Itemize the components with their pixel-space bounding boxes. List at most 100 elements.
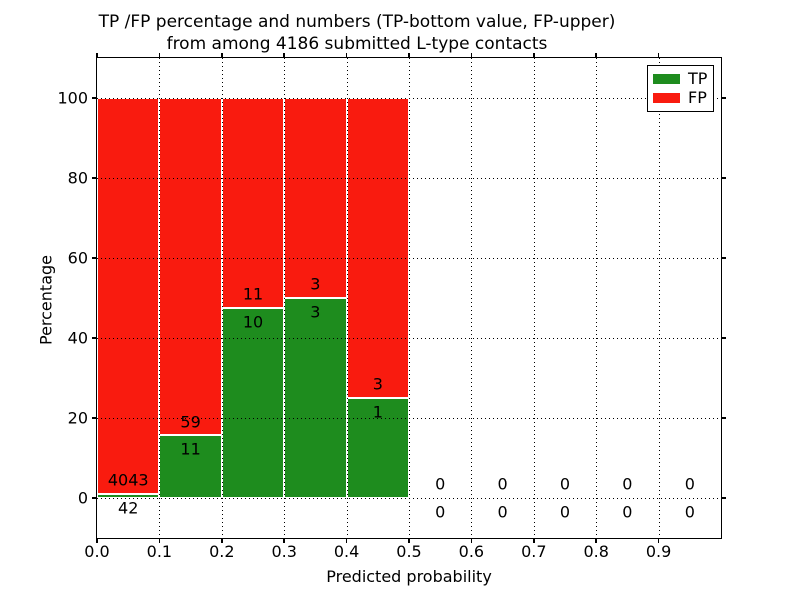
y-tick-label: 80 (67, 168, 88, 188)
y-tick (92, 337, 97, 339)
x-tick-top (657, 53, 660, 58)
gridline-vertical (346, 58, 348, 538)
y-tick-right (721, 337, 726, 339)
x-tick (595, 538, 597, 543)
fp-count-label: 3 (372, 374, 383, 394)
x-tick (657, 538, 660, 543)
x-tick-label: 0.4 (333, 542, 360, 561)
tp-count-label: 0 (684, 502, 695, 522)
gridline-vertical (658, 58, 660, 538)
chart-title: TP /FP percentage and numbers (TP-bottom… (57, 11, 657, 55)
fp-count-label: 4043 (107, 470, 149, 490)
y-tick (92, 497, 97, 499)
gridline-vertical (596, 58, 598, 538)
fp-count-label: 59 (180, 412, 201, 432)
y-tick (92, 97, 97, 99)
fp-bar (159, 98, 222, 436)
x-tick (96, 538, 98, 543)
x-tick (221, 538, 223, 543)
x-tick (158, 538, 161, 543)
fp-count-label: 11 (242, 284, 264, 304)
fp-count-label: 0 (622, 474, 633, 494)
tp-bar (346, 398, 409, 498)
y-tick-label: 100 (57, 88, 88, 108)
x-axis-label: Predicted probability (326, 567, 492, 586)
fp-count-label: 0 (497, 474, 508, 494)
x-tick-label: 0.0 (84, 542, 110, 561)
fp-bar (221, 98, 285, 308)
fp-count-label: 0 (435, 474, 446, 494)
fp-count-label: 0 (684, 474, 695, 494)
fp-bar (346, 98, 409, 398)
x-tick-label: 0.1 (146, 542, 173, 561)
y-tick-label: 0 (77, 488, 88, 508)
x-tick-top (345, 53, 348, 58)
tp-count-label: 10 (242, 312, 264, 332)
y-tick (92, 257, 97, 259)
x-tick-label: 0.2 (209, 542, 235, 561)
x-tick (345, 538, 348, 543)
tp-bar (97, 493, 160, 498)
x-tick (533, 538, 535, 543)
tp-count-label: 11 (180, 439, 201, 459)
fp-legend-swatch (653, 93, 680, 103)
x-tick-label: 0.3 (271, 542, 297, 561)
x-tick-top (533, 53, 535, 58)
tp-count-label: 42 (118, 498, 139, 518)
y-tick-right (721, 177, 726, 179)
tp-count-label: 0 (435, 502, 446, 522)
y-tick-right (721, 417, 726, 419)
x-tick-top (470, 53, 473, 58)
tp-count-label: 3 (310, 302, 321, 322)
fp-count-label: 0 (559, 474, 571, 494)
x-tick-label: 0.5 (396, 542, 422, 561)
tp-legend-swatch (653, 74, 680, 84)
y-tick-right (721, 257, 726, 259)
legend-label: TP (688, 69, 708, 88)
y-tick-label: 60 (67, 248, 88, 268)
x-tick-label: 0.8 (583, 542, 609, 561)
fp-count-label: 3 (310, 274, 321, 294)
y-axis-label: Percentage (36, 254, 56, 346)
x-tick-top (158, 53, 161, 58)
gridline-vertical (221, 58, 223, 538)
legend-entry: FP (653, 90, 708, 106)
x-tick-label: 0.9 (645, 542, 672, 561)
legend-label: FP (688, 88, 707, 107)
gridline-vertical (409, 58, 410, 538)
tp-count-label: 0 (622, 502, 633, 522)
plot-area: 4043 42 59 11 11 10 3 3 3 1 0 0 0 0 0 0 0 0 0 0 (97, 58, 721, 538)
x-tick-top (221, 53, 223, 58)
y-tick (92, 177, 97, 179)
chart-title-line1: TP /FP percentage and numbers (TP-bottom… (98, 12, 616, 32)
x-tick-top (408, 53, 410, 58)
x-tick (470, 538, 473, 543)
x-tick (408, 538, 410, 543)
gridline-vertical (471, 58, 473, 538)
x-tick-top (96, 53, 98, 58)
gridline-vertical (284, 58, 286, 538)
fp-bar (284, 98, 347, 298)
legend: TP FP (647, 65, 714, 112)
chart-title-line2: from among 4186 submitted L-type contact… (166, 34, 548, 54)
tp-bar (284, 298, 347, 498)
gridline-vertical (533, 58, 535, 538)
legend-entry: TP (653, 71, 708, 87)
fp-bar (97, 98, 160, 494)
x-tick-top (595, 53, 597, 58)
y-tick-label: 20 (67, 408, 88, 428)
y-tick-right (721, 97, 726, 99)
x-tick (283, 538, 285, 543)
gridline-vertical (159, 58, 161, 538)
y-tick-label: 40 (67, 328, 88, 348)
tp-count-label: 1 (372, 402, 383, 422)
x-tick-label: 0.7 (521, 542, 547, 561)
tp-count-label: 0 (559, 502, 571, 522)
y-tick (92, 417, 97, 419)
y-tick-right (721, 497, 726, 499)
x-tick-label: 0.6 (458, 542, 485, 561)
tp-count-label: 0 (497, 502, 508, 522)
x-tick-top (283, 53, 285, 58)
tp-bar (159, 435, 222, 498)
